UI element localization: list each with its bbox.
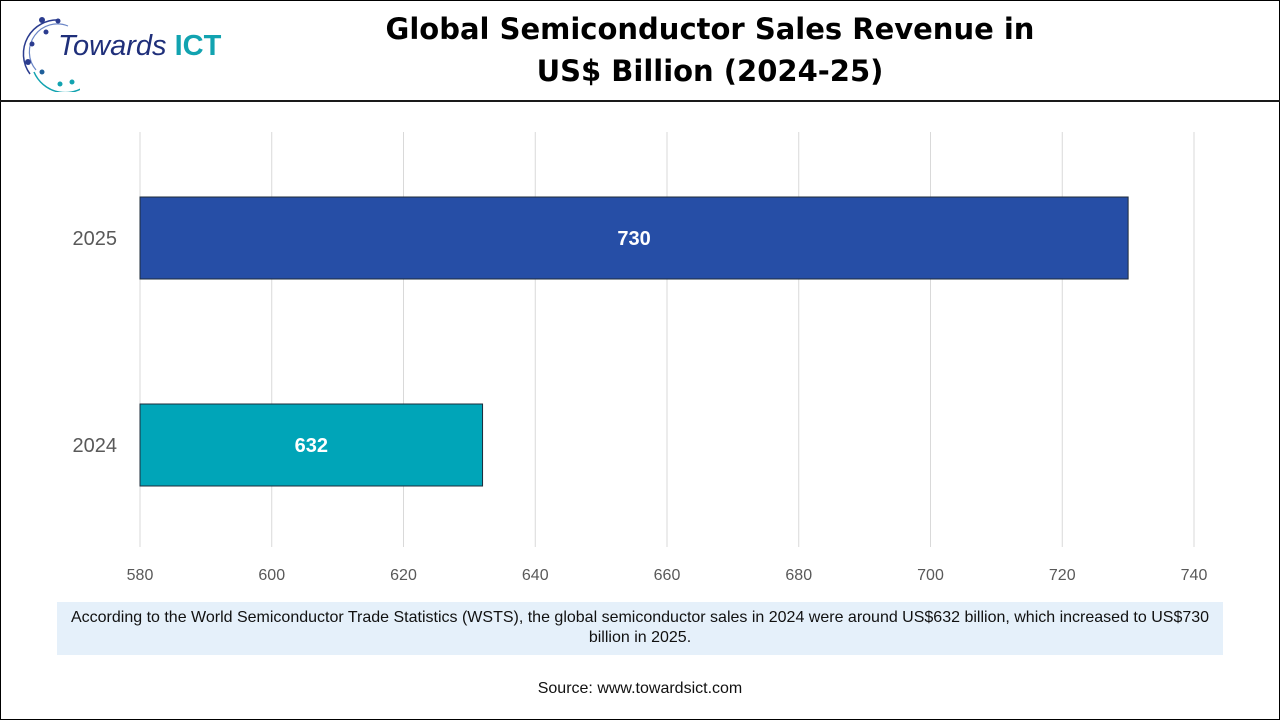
x-tick-label: 640	[522, 567, 549, 584]
bar-2024	[139, 403, 484, 487]
y-tick-label: 2024	[73, 435, 118, 457]
header-divider	[0, 100, 1280, 102]
logo-text: Towards ICT	[58, 30, 222, 62]
chart-title-line-2: US$ Billion (2024-25)	[536, 54, 884, 88]
x-tick-label: 740	[1181, 567, 1208, 584]
chart-note: According to the World Semiconductor Tra…	[57, 602, 1223, 655]
x-tick-label: 720	[1049, 567, 1076, 584]
logo: Towards ICT	[20, 12, 230, 92]
x-tick-label: 660	[654, 567, 681, 584]
x-tick-label: 620	[390, 567, 417, 584]
chart-title: Global Semiconductor Sales Revenue in US…	[300, 8, 1120, 92]
bar-2025	[139, 196, 1129, 280]
x-tick-label: 580	[127, 567, 154, 584]
y-tick-label: 2025	[73, 228, 118, 250]
source-text: Source: www.towardsict.com	[537, 680, 743, 697]
bar-chart: 580 600 620 640 660 680 700 720 740 730 2025 632 202…	[73, 132, 1208, 584]
x-tick-label: 700	[917, 567, 944, 584]
x-tick-label: 680	[785, 567, 812, 584]
chart-title-line-1: Global Semiconductor Sales Revenue in	[385, 12, 1035, 46]
logo-circuit-icon	[22, 17, 80, 92]
data-label: 632	[295, 435, 328, 457]
data-label: 730	[617, 228, 650, 250]
x-tick-label: 600	[258, 567, 285, 584]
